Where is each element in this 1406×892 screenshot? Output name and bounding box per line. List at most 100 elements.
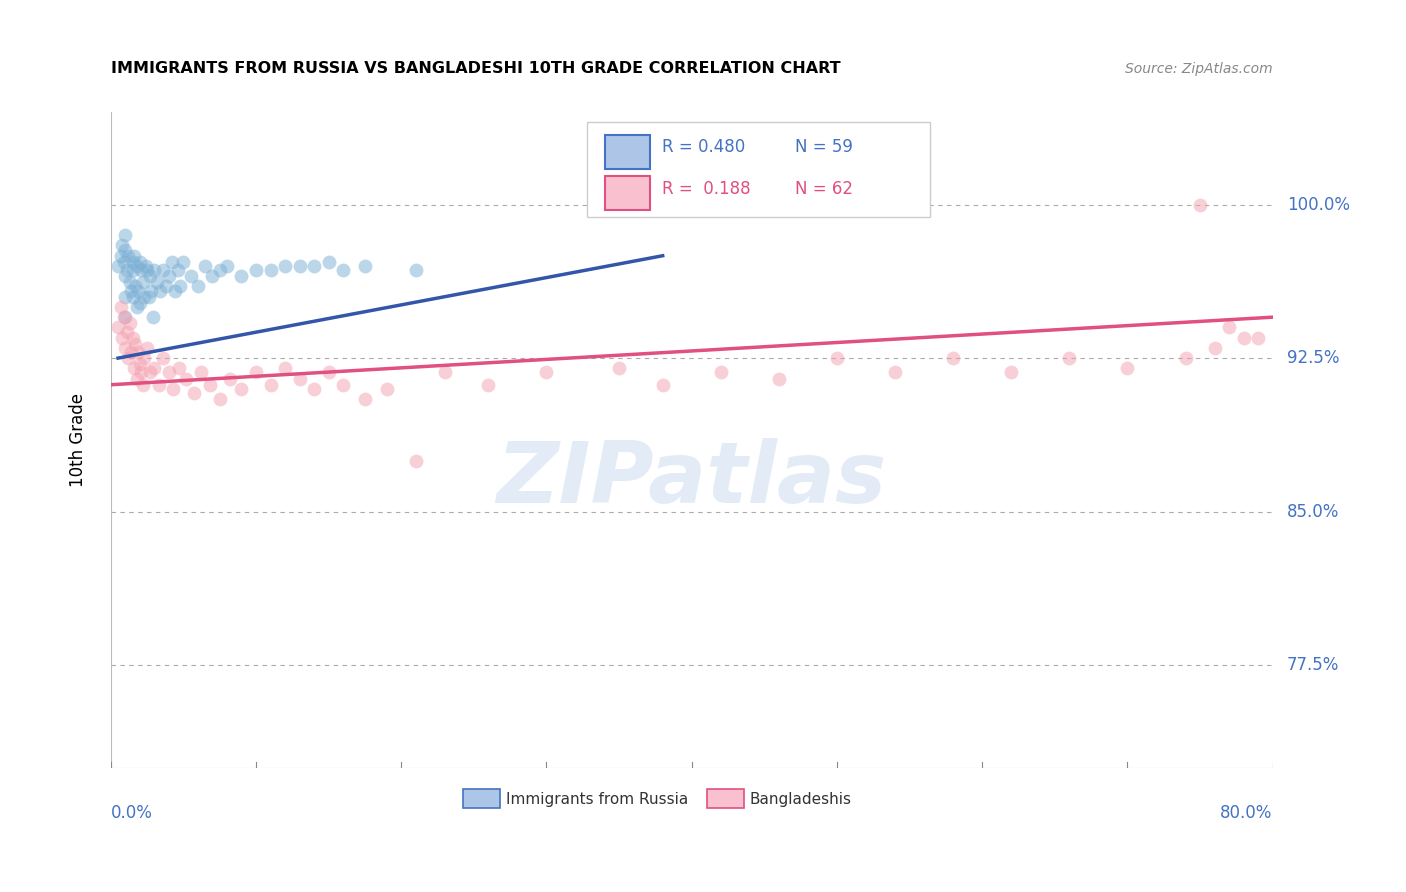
Point — [245, 263, 267, 277]
FancyBboxPatch shape — [605, 176, 650, 210]
Point — [115, 263, 138, 277]
Point — [120, 284, 142, 298]
FancyBboxPatch shape — [707, 789, 744, 808]
Point — [302, 259, 325, 273]
Point — [122, 249, 145, 263]
Point — [208, 392, 231, 406]
Point — [198, 377, 221, 392]
Point — [117, 249, 139, 263]
Point — [121, 263, 143, 277]
Point — [194, 259, 217, 273]
Point — [128, 357, 150, 371]
Point — [139, 269, 162, 284]
Text: Source: ZipAtlas.com: Source: ZipAtlas.com — [1125, 62, 1272, 77]
Point — [128, 295, 150, 310]
Point — [107, 320, 129, 334]
Point — [121, 290, 143, 304]
Point — [1247, 331, 1270, 345]
Text: 80.0%: 80.0% — [1220, 804, 1272, 822]
Point — [112, 310, 135, 325]
Point — [114, 243, 136, 257]
Point — [114, 310, 136, 325]
Point — [125, 259, 148, 273]
Point — [110, 249, 132, 263]
Point — [114, 341, 136, 355]
Point — [245, 366, 267, 380]
Point — [174, 371, 197, 385]
Point — [288, 371, 311, 385]
Point — [825, 351, 848, 365]
Text: N = 59: N = 59 — [796, 137, 853, 156]
Point — [190, 366, 212, 380]
Point — [1233, 331, 1256, 345]
Point — [172, 255, 194, 269]
Point — [651, 377, 673, 392]
Point — [318, 366, 340, 380]
Point — [208, 263, 231, 277]
Point — [107, 259, 129, 273]
Point — [1174, 351, 1197, 365]
Point — [180, 269, 202, 284]
Point — [128, 255, 150, 269]
Point — [148, 377, 170, 392]
Point — [139, 366, 162, 380]
Point — [536, 366, 558, 380]
Point — [118, 316, 141, 330]
Point — [124, 279, 146, 293]
Point — [115, 325, 138, 339]
Point — [162, 382, 184, 396]
Point — [142, 310, 165, 325]
Point — [201, 269, 224, 284]
Point — [354, 392, 377, 406]
Point — [942, 351, 965, 365]
Text: Bangladeshis: Bangladeshis — [749, 792, 852, 806]
Text: R = 0.480: R = 0.480 — [662, 137, 745, 156]
FancyBboxPatch shape — [605, 136, 650, 169]
Point — [110, 300, 132, 314]
Point — [141, 284, 163, 298]
Point — [259, 263, 281, 277]
Text: Immigrants from Russia: Immigrants from Russia — [506, 792, 688, 806]
Point — [152, 263, 174, 277]
Point — [1204, 341, 1226, 355]
Point — [157, 269, 180, 284]
Point — [187, 279, 209, 293]
Point — [155, 279, 177, 293]
Point — [1059, 351, 1081, 365]
Point — [134, 351, 156, 365]
Text: 77.5%: 77.5% — [1286, 657, 1339, 674]
Point — [183, 386, 205, 401]
Point — [405, 263, 427, 277]
Point — [160, 255, 183, 269]
Point — [1218, 320, 1240, 334]
Point — [477, 377, 499, 392]
Point — [375, 382, 398, 396]
Point — [117, 351, 139, 365]
Point — [111, 238, 134, 252]
Point — [318, 255, 340, 269]
Point — [129, 366, 152, 380]
Text: 92.5%: 92.5% — [1286, 349, 1339, 368]
Text: N = 62: N = 62 — [796, 180, 853, 198]
Point — [135, 259, 157, 273]
Text: R =  0.188: R = 0.188 — [662, 180, 751, 198]
FancyBboxPatch shape — [588, 122, 929, 218]
Point — [607, 361, 630, 376]
Point — [129, 263, 152, 277]
Point — [884, 366, 907, 380]
Text: 85.0%: 85.0% — [1286, 503, 1339, 521]
Point — [111, 331, 134, 345]
Text: ZIPatlas: ZIPatlas — [496, 438, 887, 521]
Point — [1189, 197, 1212, 211]
Point — [274, 259, 297, 273]
Point — [122, 361, 145, 376]
Point — [131, 276, 153, 290]
Point — [166, 263, 188, 277]
Point — [136, 263, 159, 277]
Point — [332, 377, 354, 392]
Point — [274, 361, 297, 376]
Point — [1000, 366, 1022, 380]
Point — [146, 276, 169, 290]
Point — [121, 255, 143, 269]
Point — [302, 382, 325, 396]
